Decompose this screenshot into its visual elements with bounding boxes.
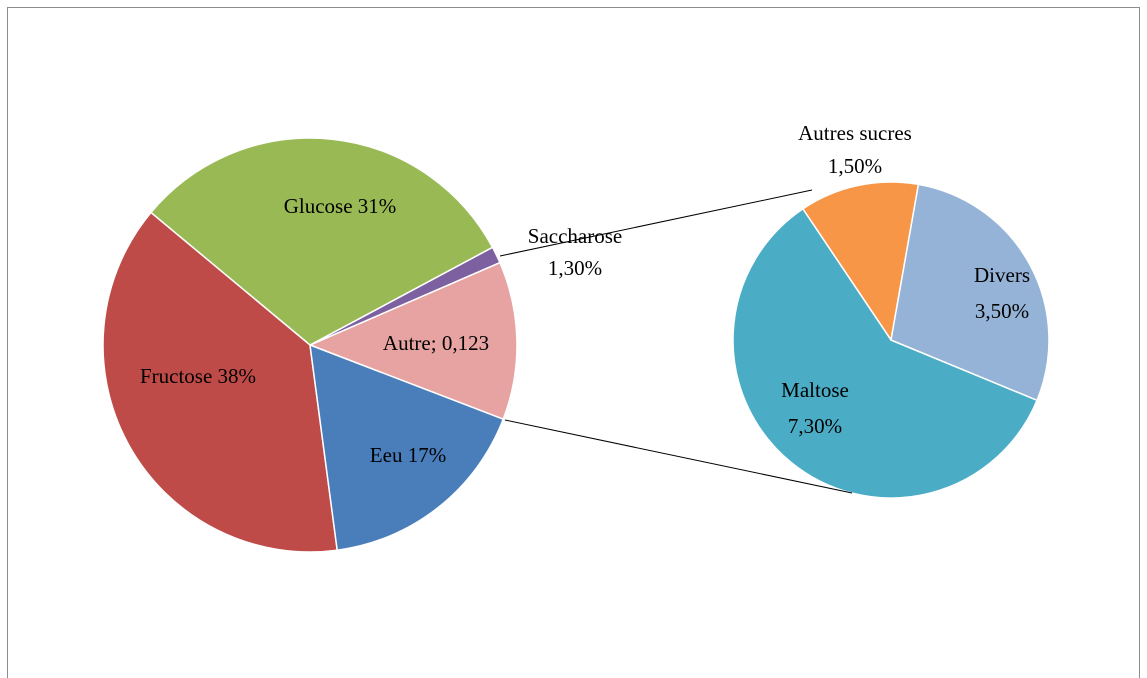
pie-slice	[102, 211, 339, 553]
slice-label: Eeu 17%	[370, 443, 446, 467]
slice-label: Divers	[974, 263, 1030, 287]
slice-label: Maltose	[781, 378, 849, 402]
chart-frame	[7, 7, 1140, 678]
pie-slice	[149, 137, 494, 346]
pie-slice	[801, 181, 920, 342]
pie-slice	[732, 207, 1039, 499]
connector-line	[499, 189, 813, 257]
slice-label: 1,50%	[828, 154, 882, 178]
slice-label: Glucose 31%	[284, 194, 397, 218]
slice-label: Saccharose	[528, 224, 622, 248]
slice-label: Autres sucres	[798, 121, 912, 145]
pie-slice	[308, 261, 518, 421]
slice-label: 3,50%	[975, 299, 1029, 323]
connector-line	[504, 419, 853, 494]
slice-label: 7,30%	[788, 414, 842, 438]
pie-slice	[309, 343, 505, 552]
slice-label: Fructose 38%	[140, 364, 256, 388]
pie-slice	[890, 183, 1050, 402]
slice-label: Autre; 0,123	[383, 331, 489, 355]
slice-label: 1,30%	[548, 256, 602, 280]
